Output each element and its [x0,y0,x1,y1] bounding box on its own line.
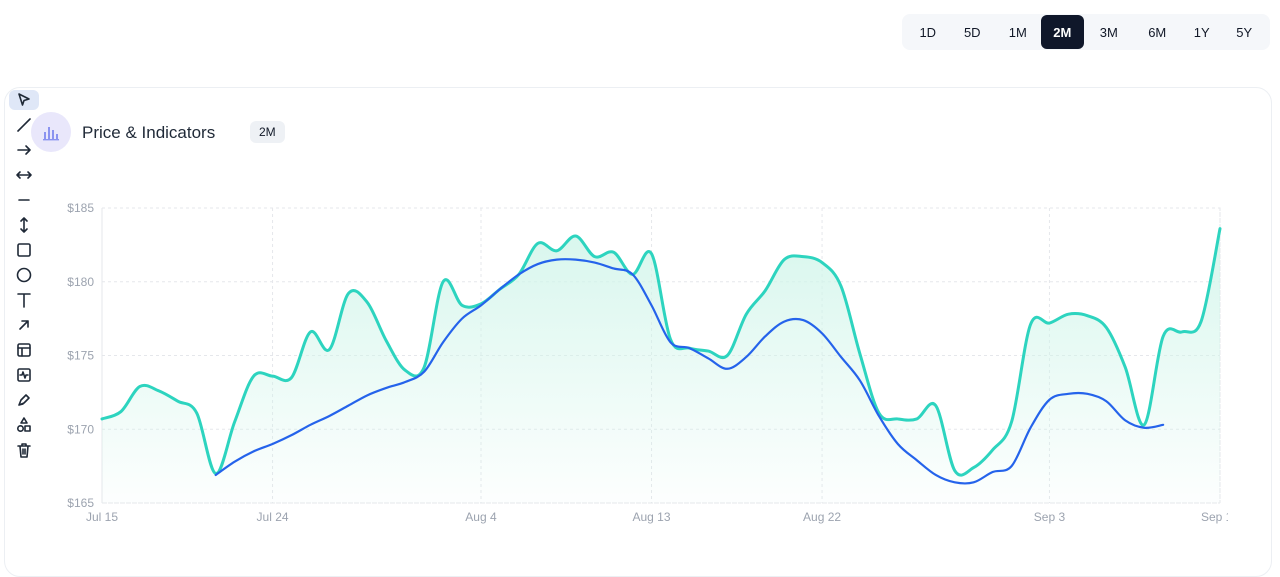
moving-average-line [214,258,1165,485]
panel-title: Price & Indicators [82,123,216,142]
arrow-up-right-icon[interactable] [9,315,39,335]
range-button-3m[interactable]: 3M [1099,24,1118,40]
cursor-icon[interactable] [9,90,39,110]
x-tick-label: Aug 4 [465,510,497,524]
chart-area: $165 $170 $175 $180 $185 Jul 15 Jul 24 Aug 4 Aug… [48,188,1239,533]
range-button-6m[interactable]: 6M [1148,24,1167,40]
x-tick-label: Aug 22 [803,510,841,524]
drawing-toolbar [9,90,41,465]
pen-icon[interactable] [9,390,39,410]
trash-icon[interactable] [9,440,39,460]
x-tick-label: Sep 12 [1201,510,1228,524]
x-tick-label: Aug 13 [633,510,671,524]
x-tick-label: Jul 15 [86,510,118,524]
rectangle-icon[interactable] [9,240,39,260]
trend-line-icon[interactable] [9,115,39,135]
circle-icon[interactable] [9,265,39,285]
price-area [102,228,1220,503]
layout-icon[interactable] [9,340,39,360]
horizontal-line-icon[interactable] [9,190,39,210]
vertical-arrow-icon[interactable] [9,215,39,235]
pulse-icon[interactable] [9,365,39,385]
y-tick-label: $175 [67,349,94,363]
y-tick-label: $165 [67,496,94,510]
shapes-icon[interactable] [9,415,39,435]
text-icon[interactable] [9,290,39,310]
x-tick-label: Sep 3 [1034,510,1066,524]
x-tick-label: Jul 24 [257,510,289,524]
double-arrow-icon[interactable] [9,165,39,185]
y-tick-label: $185 [67,201,94,215]
arrow-icon[interactable] [9,140,39,160]
range-button-5y[interactable]: 5Y [1236,24,1253,40]
bar-chart-icon [31,112,71,152]
time-range-selector: 1D 5D 1M 2M 3M 6M 1Y 5Y [902,14,1270,50]
range-button-1m[interactable]: 1M [1008,24,1027,40]
price-line [100,227,1222,477]
y-tick-label: $180 [67,275,94,289]
range-button-1d[interactable]: 1D [919,24,937,40]
period-badge: 2M [250,121,285,143]
range-button-5d[interactable]: 5D [963,24,981,40]
range-button-1y[interactable]: 1Y [1193,24,1210,40]
range-button-2m[interactable]: 2M [1040,15,1085,49]
price-chart: $165 $170 $175 $180 $185 Jul 15 Jul 24 Aug 4 Aug… [67,201,1239,524]
y-tick-label: $170 [67,422,94,436]
